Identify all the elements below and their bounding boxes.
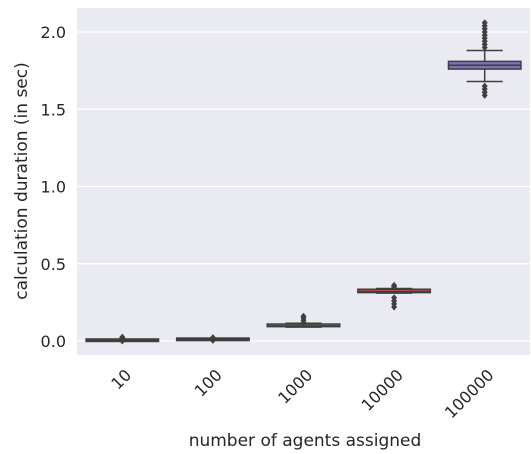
x-tick-label: 100000 <box>441 365 498 422</box>
y-tick-label: 1.5 <box>41 100 66 119</box>
y-tick-label: 2.0 <box>41 23 66 42</box>
outlier-point <box>481 19 488 27</box>
x-tick-label: 10 <box>107 365 135 393</box>
y-tick-labels: 0.0 0.5 1.0 1.5 2.0 <box>41 23 66 351</box>
x-tick-label: 10000 <box>357 365 406 414</box>
y-tick-label: 0.0 <box>41 332 66 351</box>
box-100000 <box>447 19 522 99</box>
y-axis-label: calculation duration (in sec) <box>12 62 32 300</box>
y-tick-label: 1.0 <box>41 178 66 197</box>
x-tick-labels: 10 100 1000 10000 100000 <box>107 365 497 422</box>
outlier-point <box>391 294 398 302</box>
gridlines <box>77 31 530 342</box>
outlier-point <box>300 312 307 320</box>
x-tick-label: 1000 <box>274 365 316 407</box>
outlier-point <box>119 333 126 341</box>
x-axis-label: number of agents assigned <box>189 431 422 451</box>
x-tick-label: 100 <box>191 365 226 400</box>
y-tick-label: 0.5 <box>41 255 66 274</box>
outlier-point <box>391 281 398 289</box>
outlier-point <box>481 82 488 90</box>
box-1000 <box>266 312 341 328</box>
boxes <box>85 19 522 345</box>
plot-area <box>77 8 530 355</box>
box-100 <box>175 334 250 344</box>
box-10 <box>85 333 160 345</box>
box-10000 <box>357 281 432 311</box>
outlier-point <box>209 334 216 342</box>
